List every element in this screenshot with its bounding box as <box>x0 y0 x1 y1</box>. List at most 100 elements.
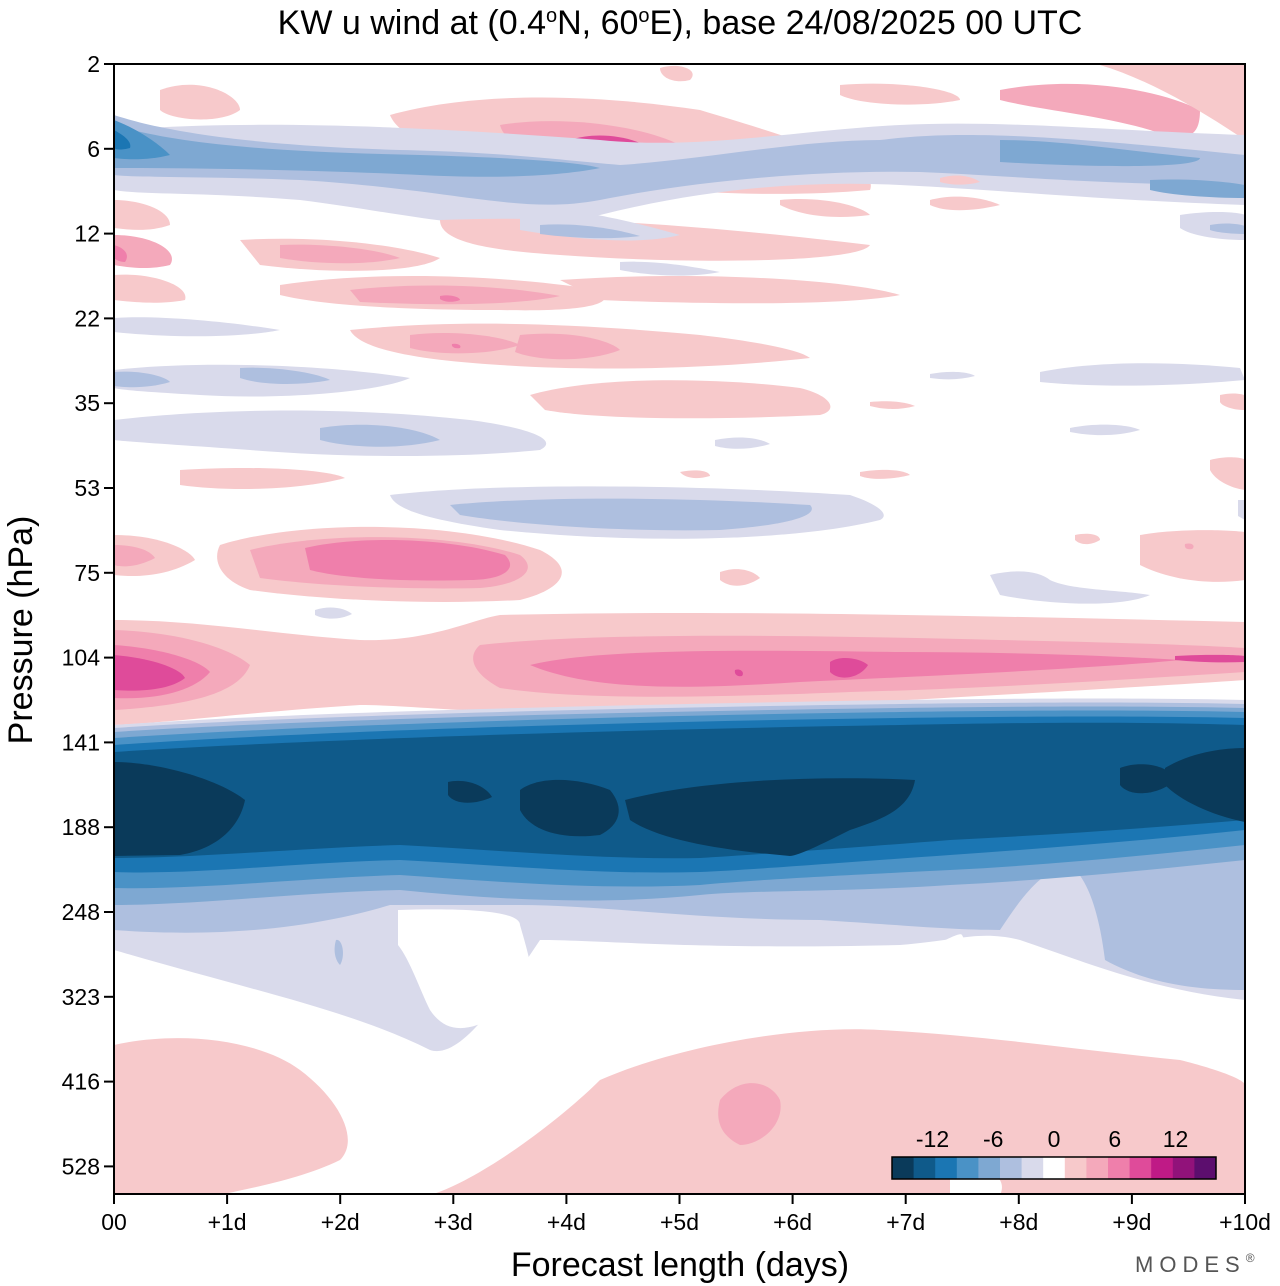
contour-blue-22-a <box>114 317 280 337</box>
brand-logo: MODES® <box>1135 1251 1261 1277</box>
contour-blue-30-c <box>240 367 330 384</box>
colorbar-frame <box>891 1156 1217 1180</box>
contour-upper-pink-g <box>1100 65 1245 140</box>
x-tick-label: +4d <box>547 1209 586 1235</box>
contour-pink-48-a <box>180 467 345 490</box>
colorbar-swatch <box>1129 1157 1152 1179</box>
y-tick-label: 416 <box>62 1069 100 1095</box>
contour-pink-18-b <box>350 285 560 305</box>
title-part-1: KW u wind at (0.4 <box>278 4 546 42</box>
x-tick-label: +9d <box>1112 1209 1151 1235</box>
colorbar-tick-label: 6 <box>1108 1126 1121 1152</box>
contour-blue-12-r-b <box>1210 223 1245 234</box>
contour-jet-core-a <box>114 762 245 856</box>
contour-pink-70-e <box>305 539 511 581</box>
title-degree-1: o <box>546 5 557 27</box>
contour-pink-70-b <box>114 545 155 567</box>
contour-pink-8-r <box>930 196 1000 211</box>
contour-pink-28-b <box>410 333 520 354</box>
contour-trop-magenta-3 <box>1175 654 1245 663</box>
contour-midtrop-white-2 <box>900 934 990 980</box>
contour-pink-48-b <box>680 470 710 479</box>
colorbar-swatch <box>956 1157 979 1179</box>
y-tick-label: 22 <box>74 305 100 331</box>
contour-jet-core-f <box>1165 748 1245 822</box>
contour-midtrop-blob <box>334 939 343 965</box>
brand-mark: ® <box>1246 1251 1261 1265</box>
contour-blue-40-b <box>320 424 440 447</box>
contour-upper-blue-r <box>1000 140 1200 167</box>
x-tick-label: +6d <box>773 1209 812 1235</box>
contour-blue-40-c <box>715 437 770 449</box>
colorbar-swatch <box>1021 1157 1044 1179</box>
contour-blue-30-r <box>1040 363 1245 386</box>
contour-jet-blob <box>1185 879 1196 892</box>
contour-pink-35-b <box>870 401 915 409</box>
colorbar-swatch <box>1000 1157 1023 1179</box>
contour-blue-80-b <box>315 607 352 619</box>
axes: 00 +1d +2d +3d +4d +5d +6d +7d +8d +9d +10d 2 6 12 22 3… <box>62 51 1271 1235</box>
colorbar-swatch <box>913 1157 936 1179</box>
y-tick-label: 528 <box>62 1153 100 1179</box>
y-tick-label: 53 <box>74 475 100 501</box>
chart-title: KW u wind at (0.4oN, 60oE), base 24/08/2… <box>278 4 1083 42</box>
contour-pink-48-c <box>860 469 910 479</box>
title-part-2: N, 60 <box>557 4 638 42</box>
y-tick-label: 248 <box>62 899 100 925</box>
colorbar-swatch <box>1086 1157 1109 1179</box>
contour-blue-55-r <box>1238 500 1245 520</box>
contour-blue-55-b <box>450 498 812 531</box>
colorbar-swatch <box>1194 1157 1217 1179</box>
contour-upper-pink-h <box>660 65 693 82</box>
contour-jet-core-d <box>448 780 492 803</box>
contour-pink-70-r2 <box>1075 533 1100 545</box>
contour-upper-blue-r2 <box>1150 179 1245 198</box>
contour-blue-15-c <box>620 261 720 276</box>
contour-pink-6-r2 <box>940 175 980 185</box>
contour-pink-8-r2 <box>780 199 870 217</box>
colorbar-tick-label: 0 <box>1048 1126 1061 1152</box>
contour-blue-12-d <box>540 224 640 239</box>
y-tick-label: 104 <box>62 645 101 671</box>
contour-pink-70-r3 <box>1184 543 1194 550</box>
colorbar-swatch <box>892 1157 915 1179</box>
contour-pink-15-a <box>114 274 186 303</box>
y-tick-label: 188 <box>62 814 100 840</box>
contour-blue-80-a <box>990 571 1150 604</box>
contour-fields <box>114 65 1245 1194</box>
contour-upper-blue-core-2 <box>114 130 131 150</box>
title-degree-2: o <box>638 5 649 27</box>
contour-pink-12-b <box>114 245 127 262</box>
contour-pink-48-d <box>1210 457 1245 490</box>
contour-upper-blue-core <box>114 120 170 160</box>
x-tick-label: +7d <box>886 1209 925 1235</box>
colorbar-swatch <box>1172 1157 1195 1179</box>
x-tick-label: +5d <box>660 1209 699 1235</box>
contour-trop-magenta <box>114 655 185 691</box>
brand-text: MODES <box>1135 1252 1246 1277</box>
colorbar-tick-label: -12 <box>916 1126 949 1152</box>
contour-lowtrop-pink-c <box>718 1083 781 1145</box>
colorbar: -12 -6 0 6 12 <box>891 1126 1217 1180</box>
contour-jet-core-c <box>625 778 915 856</box>
contour-pink-35-a <box>530 380 831 419</box>
contour-pink-70-a <box>114 535 195 577</box>
title-part-3: E), base 24/08/2025 00 UTC <box>650 4 1083 42</box>
contour-trop-magenta-2 <box>830 658 868 678</box>
contour-pink-70-m <box>720 569 760 586</box>
y-tick-label: 141 <box>62 729 100 755</box>
contour-pink-28-d <box>451 343 461 349</box>
contour-upper-pink-e <box>840 83 960 105</box>
y-tick-label: 6 <box>87 136 100 162</box>
contour-blue-30-r2 <box>930 371 975 380</box>
x-tick-label: +2d <box>321 1209 360 1235</box>
contour-upper-pink-a <box>160 84 240 120</box>
contour-jet-core-e <box>1120 764 1175 794</box>
x-tick-label: 00 <box>101 1209 127 1235</box>
colorbar-swatch <box>978 1157 1001 1179</box>
contour-trop-magenta-4 <box>734 669 743 677</box>
colorbar-swatch <box>1151 1157 1174 1179</box>
contour-lowtrop-pink-b <box>432 1029 1245 1194</box>
y-tick-label: 35 <box>74 390 100 416</box>
